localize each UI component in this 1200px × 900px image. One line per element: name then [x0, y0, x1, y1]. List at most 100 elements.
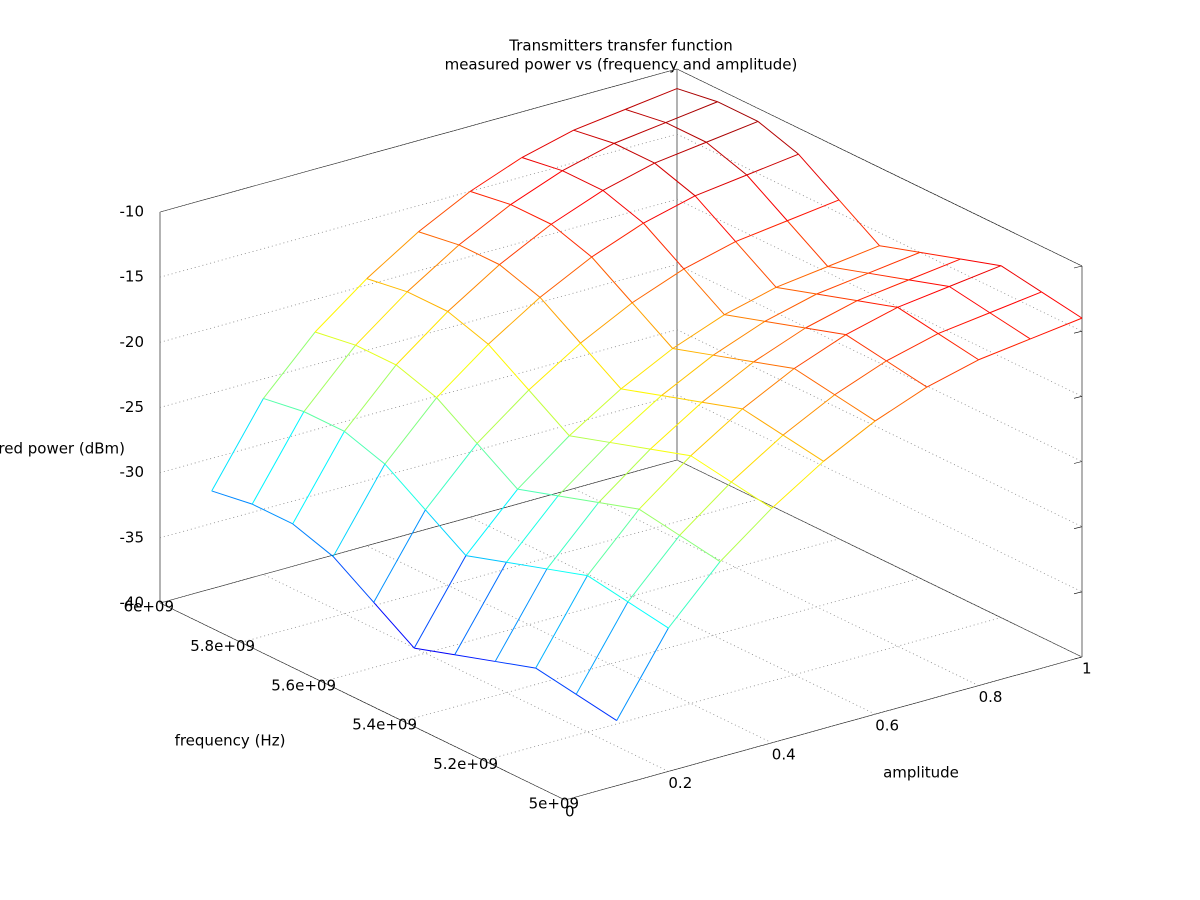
- surface-segment: [764, 293, 817, 322]
- surface-segment: [609, 441, 651, 450]
- surface-segment: [602, 162, 655, 191]
- surface-segment: [897, 286, 950, 308]
- surface-segment: [764, 320, 806, 329]
- surface-segment: [425, 443, 478, 511]
- surface-segment: [384, 397, 437, 465]
- surface-segment: [332, 463, 386, 557]
- surface-segment: [550, 223, 593, 258]
- surface-segment: [580, 342, 622, 390]
- tick-mark: [1073, 526, 1083, 529]
- surface-segment: [730, 434, 784, 483]
- z-tick-label: -40: [120, 594, 145, 612]
- surface-segment: [746, 153, 799, 176]
- surface-segment: [499, 264, 541, 298]
- grid-line: [321, 538, 840, 683]
- grid-line: [159, 394, 678, 539]
- surface-segment: [868, 251, 921, 274]
- surface-segment: [771, 460, 824, 509]
- surface-segment: [562, 142, 615, 172]
- x-tick-label: 0.4: [772, 745, 796, 763]
- surface-segment: [575, 601, 629, 695]
- surface-segment: [366, 231, 419, 279]
- surface-segment: [1000, 265, 1042, 293]
- grid-line: [676, 133, 1083, 332]
- chart-title: Transmitters transfer function: [508, 37, 732, 55]
- surface-segment: [782, 434, 824, 462]
- surface-segment: [897, 306, 939, 334]
- surface-segment: [344, 430, 386, 465]
- surface-segment: [620, 348, 674, 390]
- surface-segment: [823, 420, 876, 462]
- surface-segment: [868, 272, 909, 281]
- surface-segment: [731, 481, 773, 509]
- surface-segment: [705, 141, 748, 176]
- surface-segment: [701, 361, 755, 403]
- surface-segment: [937, 333, 979, 361]
- x-axis-label: amplitude: [883, 764, 959, 782]
- x-tick-label: 0.2: [668, 774, 692, 792]
- surface-segment: [546, 502, 599, 570]
- surface-segment: [495, 660, 536, 669]
- surface-segment: [591, 222, 644, 258]
- surface-segment: [598, 502, 640, 510]
- surface-segment: [303, 411, 345, 432]
- surface-segment: [805, 300, 858, 329]
- surface-segment: [690, 455, 732, 483]
- surface-segment: [418, 190, 471, 233]
- box-edge: [676, 68, 1083, 267]
- z-axis-label: measured power (dBm): [0, 440, 125, 458]
- surface-segment: [528, 342, 581, 391]
- surface-segment: [263, 397, 305, 413]
- z-tick-label: -10: [120, 203, 145, 221]
- surface-segment: [690, 408, 743, 457]
- surface-segment: [476, 389, 530, 444]
- surface-segment: [476, 443, 518, 490]
- surface-segment: [521, 157, 563, 172]
- surface-segment: [616, 627, 669, 721]
- surface-segment: [627, 535, 680, 603]
- box-edge: [676, 459, 1083, 658]
- surface-segment: [886, 333, 939, 362]
- y-tick-label: 5e+09: [529, 795, 579, 813]
- surface-segment: [827, 266, 869, 274]
- surface-segment: [528, 389, 570, 437]
- surface-segment: [587, 575, 629, 603]
- surface-segment: [712, 320, 766, 356]
- surface-segment: [366, 278, 408, 293]
- surface-segment: [355, 291, 408, 346]
- surface-segment: [776, 286, 817, 295]
- surface-segment: [625, 88, 678, 110]
- surface-segment: [602, 190, 644, 224]
- surface-segment: [798, 153, 840, 201]
- surface-segment: [949, 265, 1002, 287]
- surface-segment: [706, 120, 759, 143]
- surface-segment: [649, 401, 703, 450]
- tick-mark: [1073, 396, 1083, 399]
- surface-segment: [631, 302, 674, 349]
- grid-line: [366, 545, 772, 744]
- surface-segment: [418, 231, 460, 246]
- surface-segment: [573, 108, 626, 131]
- surface-segment: [613, 142, 655, 164]
- surface-segment: [643, 222, 685, 270]
- surface-segment: [638, 508, 680, 536]
- surface-segment: [874, 386, 928, 422]
- surface-segment: [510, 170, 563, 205]
- surface-segment: [834, 360, 887, 396]
- surface-segment: [314, 331, 356, 346]
- surface-segment: [919, 251, 961, 260]
- surface-segment: [373, 602, 415, 649]
- surface-segment: [816, 272, 869, 295]
- surface-segment: [487, 296, 541, 345]
- chart-subtitle: measured power vs (frequency and amplitu…: [445, 56, 798, 74]
- surface-segment: [355, 344, 397, 366]
- surface-segment: [575, 693, 617, 721]
- surface-segment: [539, 297, 581, 344]
- surface-segment: [251, 503, 293, 525]
- surface-segment: [263, 331, 316, 399]
- surface-segment: [679, 534, 721, 563]
- surface-segment: [569, 435, 610, 443]
- surface-segment: [908, 258, 961, 281]
- surface-segment: [757, 121, 799, 155]
- surface-segment: [638, 455, 692, 510]
